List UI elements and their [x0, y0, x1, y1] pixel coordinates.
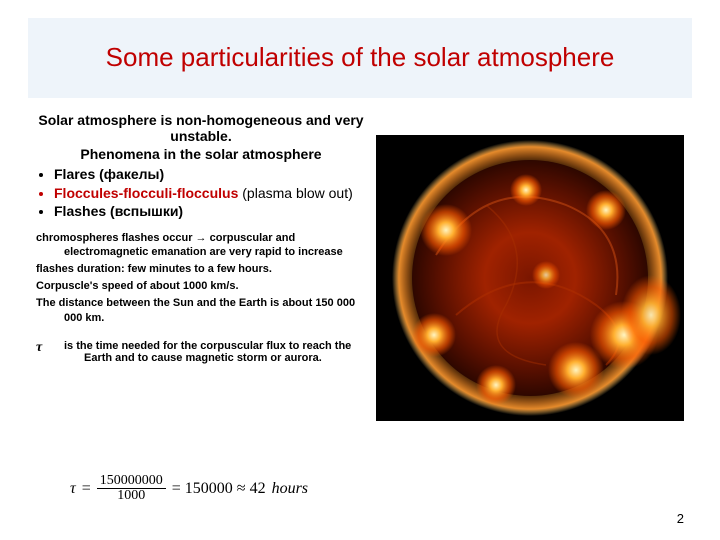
detail-line: flashes duration: few minutes to a few h…: [36, 262, 366, 277]
bullet-paren: (вспышки): [110, 203, 183, 219]
tau-text: is the time needed for the corpuscular f…: [60, 340, 366, 364]
slide-title: Some particularities of the solar atmosp…: [106, 42, 615, 73]
bullet-paren: (факелы): [99, 166, 164, 182]
bullet-paren: (plasma blow out): [242, 185, 353, 201]
sun-illustration: [376, 135, 684, 421]
bullet-item: Flares (факелы): [54, 166, 366, 184]
bullet-item: Flashes (вспышки): [54, 203, 366, 221]
details-block: chromospheres flashes occur → corpuscula…: [36, 231, 366, 326]
slide: Some particularities of the solar atmosp…: [0, 0, 720, 540]
eq-numerator: 150000000: [97, 474, 166, 490]
eq-fraction: 150000000 1000: [97, 474, 166, 504]
equation: τ = 150000000 1000 = 150000 ≈ 42 hours: [70, 474, 308, 504]
eq-equals: =: [82, 480, 91, 498]
detail-line: Corpuscle's speed of about 1000 km/s.: [36, 279, 366, 294]
sun-image: [376, 135, 684, 421]
tau-symbol: τ: [36, 340, 60, 364]
eq-result: = 150000 ≈ 42: [172, 480, 266, 498]
title-band: Some particularities of the solar atmosp…: [28, 18, 692, 98]
eq-tau: τ: [70, 480, 76, 498]
bullet-label: Flares: [54, 166, 95, 182]
bullet-label: Floccules-flocculi-flocculus: [54, 185, 238, 201]
subheading: Phenomena in the solar atmosphere: [36, 146, 366, 162]
content-column: Solar atmosphere is non-homogeneous and …: [36, 112, 366, 364]
bullet-label: Flashes: [54, 203, 106, 219]
tau-definition: τ is the time needed for the corpuscular…: [36, 340, 366, 364]
page-number: 2: [677, 511, 684, 526]
detail-line: The distance between the Sun and the Ear…: [36, 296, 366, 326]
eq-unit: hours: [272, 480, 308, 498]
bullet-item: Floccules-flocculi-flocculus (plasma blo…: [54, 185, 366, 203]
detail-line: chromospheres flashes occur → corpuscula…: [36, 231, 366, 261]
bullet-list: Flares (факелы) Floccules-flocculi-flocc…: [36, 166, 366, 221]
eq-denominator: 1000: [114, 489, 148, 504]
intro-text: Solar atmosphere is non-homogeneous and …: [36, 112, 366, 144]
